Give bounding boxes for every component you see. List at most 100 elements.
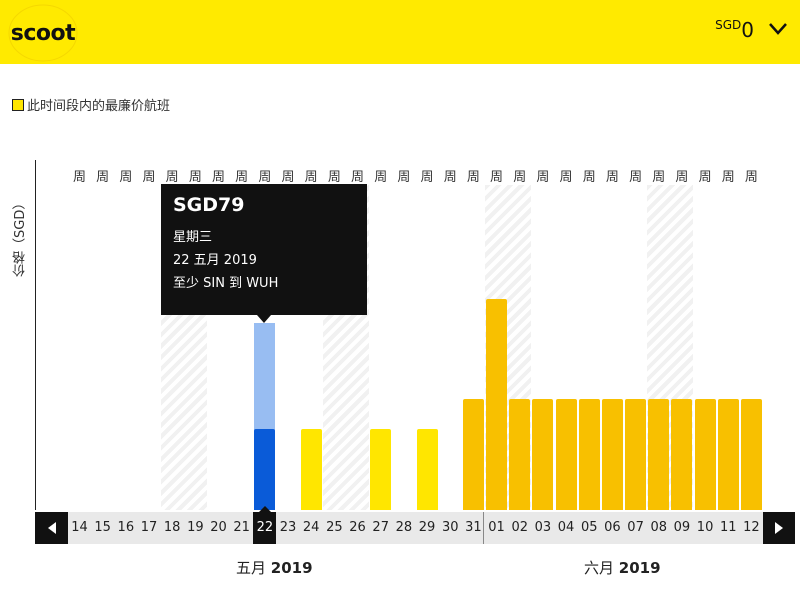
week-label: 周 [258, 170, 272, 185]
header-bar: scoot SGD0 [0, 0, 800, 64]
fare-bar[interactable] [462, 398, 484, 510]
date-cell[interactable]: 16 [117, 520, 135, 535]
date-cell[interactable]: 07 [627, 520, 644, 535]
week-label: 周 [582, 170, 596, 185]
date-cell[interactable]: 02 [511, 520, 528, 535]
selected-fare-bar[interactable] [254, 428, 276, 510]
date-cell[interactable]: 03 [534, 520, 552, 535]
fare-bar[interactable] [486, 298, 508, 510]
week-label: 周 [698, 170, 712, 185]
week-label: 周 [96, 170, 110, 185]
scoot-logo[interactable]: scoot [6, 2, 80, 64]
week-label: 周 [235, 170, 249, 185]
fare-bar[interactable] [532, 398, 554, 510]
fare-bar[interactable] [671, 398, 693, 510]
week-label: 周 [513, 170, 527, 185]
date-cell[interactable]: 25 [326, 520, 343, 535]
date-cell[interactable]: 14 [71, 520, 88, 535]
date-cell[interactable]: 15 [94, 520, 111, 535]
tooltip-price: SGD79 [173, 194, 245, 216]
week-label: 周 [744, 170, 758, 185]
next-dates-button[interactable] [763, 512, 795, 544]
triangle-left-icon [47, 522, 56, 534]
week-label: 周 [212, 170, 226, 185]
date-strip [68, 512, 763, 544]
date-cell[interactable]: 01 [488, 520, 505, 535]
month-year: 2019 [618, 559, 661, 577]
fare-bar[interactable] [509, 398, 531, 510]
week-label: 周 [466, 170, 480, 185]
currency-selector[interactable]: SGD0 [715, 18, 754, 42]
legend-swatch [12, 98, 24, 111]
date-cell[interactable]: 19 [187, 520, 204, 535]
fare-bar[interactable] [578, 398, 600, 510]
legend-text: 此时间段内的最廉价航班 [27, 99, 171, 114]
date-cell[interactable]: 06 [604, 520, 621, 535]
fare-bar[interactable] [648, 398, 670, 510]
date-cell[interactable]: 26 [349, 520, 366, 535]
date-cell[interactable]: 11 [719, 520, 737, 535]
fare-bar[interactable] [717, 398, 739, 510]
month-name: 六月 [584, 559, 615, 577]
month-name: 五月 [236, 559, 267, 577]
fare-bar[interactable] [625, 398, 647, 510]
week-label: 周 [490, 170, 504, 185]
tooltip-weekday: 星期三 [173, 230, 213, 245]
fare-bar[interactable] [555, 398, 577, 510]
date-cell[interactable]: 17 [140, 520, 158, 535]
fare-bar[interactable] [416, 428, 438, 510]
triangle-right-icon [775, 522, 783, 534]
date-cell[interactable]: 23 [279, 520, 297, 535]
week-label: 周 [629, 170, 643, 185]
date-cell[interactable]: 29 [418, 520, 436, 535]
currency-count: 0 [741, 18, 754, 42]
fare-bar[interactable] [601, 398, 623, 510]
week-label: 周 [652, 170, 666, 185]
date-cell[interactable]: 18 [163, 520, 181, 535]
date-cell[interactable]: 05 [580, 520, 598, 535]
week-label: 周 [605, 170, 619, 185]
date-cell[interactable]: 21 [233, 520, 250, 535]
fare-bar[interactable] [370, 428, 392, 510]
date-cell[interactable]: 28 [395, 520, 413, 535]
date-cell[interactable]: 27 [372, 520, 389, 535]
date-cell-selected[interactable]: 22 [253, 506, 277, 544]
week-label: 周 [675, 170, 689, 185]
week-label: 周 [420, 170, 434, 185]
fare-bar[interactable] [740, 398, 762, 510]
date-cell[interactable]: 10 [696, 520, 714, 535]
month-label-june: 六月 2019 [584, 557, 661, 578]
logo-text: scoot [10, 20, 76, 46]
logo-mark [8, 4, 78, 62]
week-label: 周 [165, 170, 179, 185]
week-label: 周 [72, 170, 86, 185]
y-axis-line [35, 160, 36, 510]
week-label: 周 [443, 170, 457, 185]
week-label: 周 [281, 170, 295, 185]
week-label: 周 [374, 170, 388, 185]
date-cell[interactable]: 09 [673, 520, 691, 535]
week-label: 周 [536, 170, 550, 185]
currency-code: SGD [715, 18, 742, 32]
week-label: 周 [188, 170, 202, 185]
date-cell[interactable]: 31 [465, 520, 482, 535]
week-label: 周 [397, 170, 411, 185]
week-label: 周 [721, 170, 735, 185]
date-cell[interactable]: 08 [650, 520, 668, 535]
week-label: 周 [142, 170, 156, 185]
fare-bar[interactable] [694, 398, 716, 510]
chevron-down-icon[interactable] [768, 22, 788, 36]
date-cell[interactable]: 30 [441, 520, 459, 535]
date-cell[interactable]: 20 [210, 520, 227, 535]
date-cell[interactable]: 24 [302, 520, 320, 535]
month-label-may: 五月 2019 [236, 557, 313, 578]
date-cell[interactable]: 04 [557, 520, 575, 535]
month-divider [483, 512, 484, 544]
fare-tooltip: SGD79 星期三 22 五月 2019 至少 SIN 到 WUH [161, 184, 367, 323]
week-label: 周 [559, 170, 573, 185]
fare-bar[interactable] [300, 428, 322, 510]
prev-dates-button[interactable] [35, 512, 68, 544]
month-year: 2019 [270, 559, 313, 577]
date-cell[interactable]: 12 [743, 520, 760, 535]
